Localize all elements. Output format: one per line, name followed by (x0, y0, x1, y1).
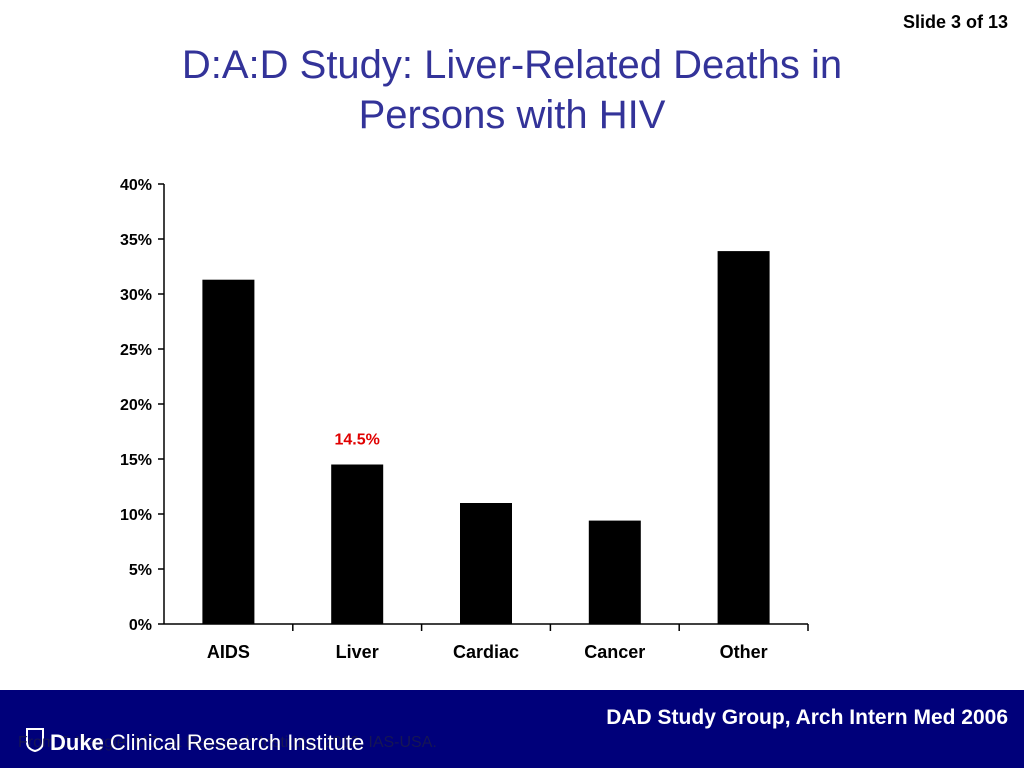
bar-chart: 0% 5% 10% 15% 20% 25% 30% 35% 40% AIDS Liver Cardia… (120, 177, 809, 662)
y-tick-label: 5% (129, 562, 152, 579)
title-line-2: Persons with HIV (358, 93, 666, 137)
bar-liver (331, 464, 384, 624)
x-tick-label: AIDS (207, 642, 250, 662)
chart-labels: 0% 5% 10% 15% 20% 25% 30% 35% 40% AIDS Liver Cardia… (120, 177, 768, 662)
y-tick-label: 25% (120, 342, 152, 359)
bar-cancer (588, 520, 641, 624)
chart-bars (202, 251, 770, 624)
x-tick-label: Cancer (584, 642, 645, 662)
slide-counter: Slide 3 of 13 (902, 12, 1008, 32)
bar-other (717, 251, 770, 624)
x-tick-label: Cardiac (453, 642, 519, 662)
footer-bar: DAD Study Group, Arch Intern Med 2006 Fr… (0, 690, 1024, 768)
bar-cardiac (460, 503, 512, 624)
y-tick-label: 15% (120, 452, 152, 469)
duke-shield-icon (26, 728, 44, 752)
y-tick-label: 30% (120, 287, 152, 304)
title-line-1: D:A:D Study: Liver-Related Deaths in (181, 43, 843, 87)
duke-logo: Duke Clinical Research Institute (50, 730, 364, 756)
data-label: 14.5% (335, 432, 380, 449)
y-tick-label: 10% (120, 507, 152, 524)
y-tick-label: 0% (129, 617, 152, 634)
x-tick-label: Liver (336, 642, 379, 662)
bar-aids (202, 279, 255, 624)
logo-text: Clinical Research Institute (103, 730, 365, 755)
citation-text: DAD Study Group, Arch Intern Med 2006 (606, 706, 1008, 729)
chart-axes (158, 183, 809, 631)
x-tick-label: Other (720, 642, 768, 662)
slide-title: D:A:D Study: Liver-Related Deaths in Per… (0, 40, 1024, 140)
y-tick-label: 40% (120, 177, 152, 194)
source-note: From S Naggie, MD, at Research Institute… (18, 734, 437, 751)
y-tick-label: 20% (120, 397, 152, 414)
logo-brand: Duke (50, 730, 104, 755)
y-tick-label: 35% (120, 232, 152, 249)
